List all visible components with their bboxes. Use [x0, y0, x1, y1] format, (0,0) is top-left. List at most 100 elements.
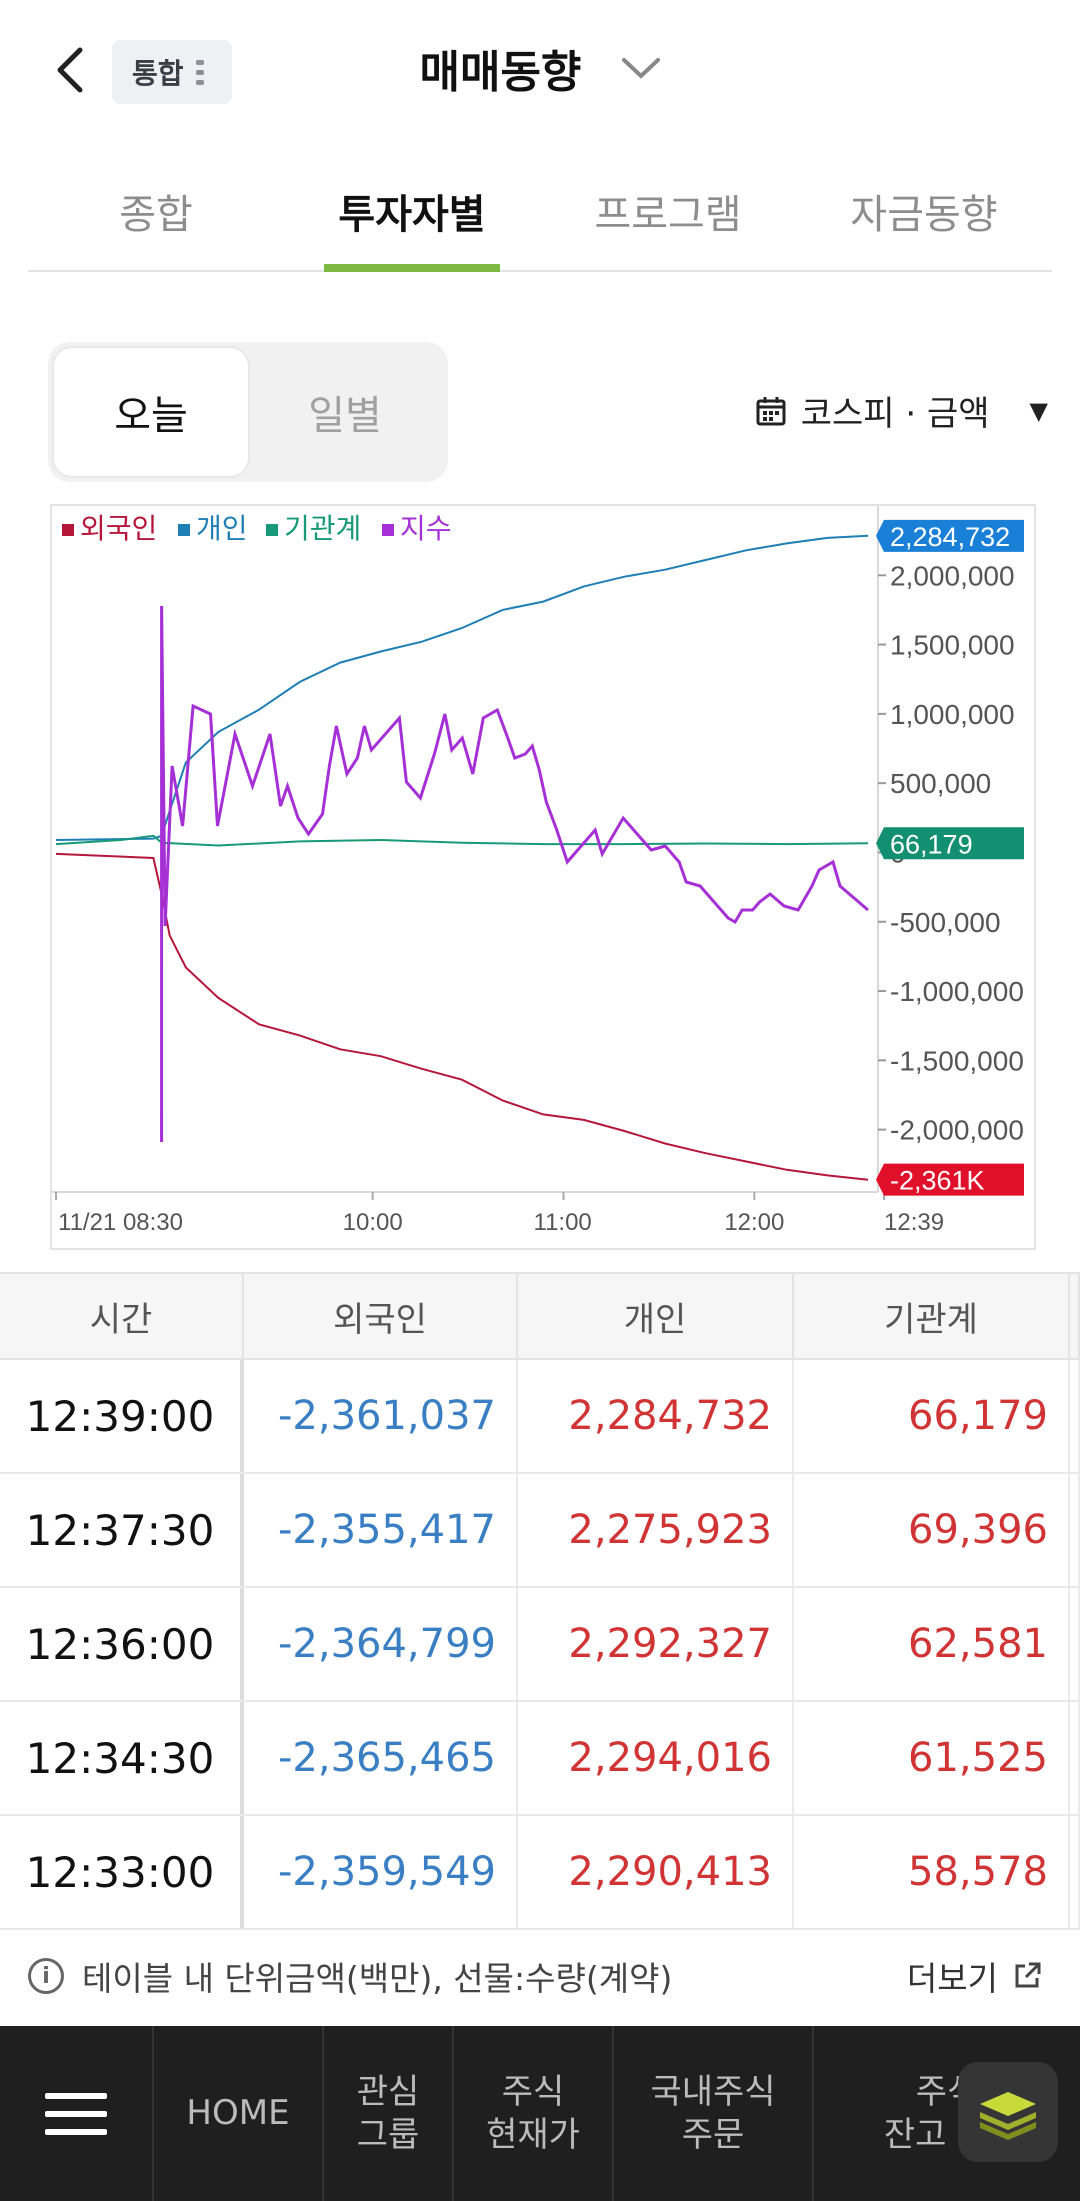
y-tick-label: -2,000,000: [890, 1115, 1024, 1146]
legend-swatch: [178, 524, 190, 536]
unit-note-text: 테이블 내 단위금액(백만), 선물:수량(계약): [82, 1959, 673, 1998]
header-individual: 개인: [518, 1274, 794, 1358]
hamburger-icon: [45, 2092, 107, 2135]
legend-swatch: [266, 524, 278, 536]
y-tick-label: 1,000,000: [890, 699, 1015, 730]
cell-time: 12:33:00: [0, 1816, 244, 1928]
cell-time: 12:37:30: [0, 1474, 244, 1586]
more-link[interactable]: 더보기: [907, 1926, 1042, 2026]
table-row[interactable]: 12:39:00 -2,361,037 2,284,732 66,179: [0, 1360, 1080, 1474]
segment-today[interactable]: 오늘: [54, 348, 248, 476]
back-button[interactable]: [44, 40, 94, 100]
nav-stock-price[interactable]: 주식 현재가: [454, 2026, 614, 2201]
market-selector[interactable]: 코스피 · 금액 ▼: [755, 386, 1048, 435]
badge-label: 통합: [132, 57, 184, 90]
segment-daily[interactable]: 일별: [308, 393, 382, 439]
cell-foreign: -2,355,417: [244, 1474, 518, 1586]
series-line-기관계: [55, 834, 869, 847]
nav-home[interactable]: HOME: [154, 2026, 324, 2201]
header-foreign: 외국인: [244, 1274, 518, 1358]
cell-institution: 69,396: [794, 1474, 1070, 1586]
table-row[interactable]: 12:37:30 -2,355,417 2,275,923 69,396: [0, 1474, 1080, 1588]
tab-overview[interactable]: 종합: [119, 192, 193, 238]
y-tick-label: 500,000: [890, 768, 991, 799]
legend-label: 개인: [196, 512, 248, 545]
legend-swatch: [382, 524, 394, 536]
calendar-icon: [756, 396, 786, 425]
cell-individual: 2,290,413: [518, 1816, 794, 1928]
layers-button[interactable]: [958, 2062, 1058, 2162]
cell-foreign: -2,359,549: [244, 1816, 518, 1928]
investor-flow-chart[interactable]: 2,000,0001,500,0001,000,000500,0000-500,…: [50, 504, 1036, 1250]
tab-by-investor[interactable]: 투자자별: [284, 160, 540, 272]
cell-foreign: -2,365,465: [244, 1702, 518, 1814]
drag-handle-icon: [195, 59, 204, 85]
header: 통합 매매동향: [0, 0, 1080, 150]
period-segment: 오늘 일별: [48, 342, 448, 482]
end-label-tag: [876, 1163, 1024, 1196]
cell-foreign: -2,364,799: [244, 1588, 518, 1700]
cell-overflow: [1070, 1702, 1080, 1814]
cell-overflow: [1070, 1474, 1080, 1586]
legend-label: 지수: [400, 512, 452, 545]
cell-overflow: [1070, 1816, 1080, 1928]
header-institution: 기관계: [794, 1274, 1070, 1358]
series-line-외국인: [55, 852, 869, 1181]
cell-institution: 58,578: [794, 1816, 1070, 1928]
cell-individual: 2,284,732: [518, 1360, 794, 1472]
table-row[interactable]: 12:33:00 -2,359,549 2,290,413 58,578: [0, 1816, 1080, 1930]
tab-bar: 종합 투자자별 프로그램 자금동향: [28, 160, 1052, 272]
end-label-tag: [876, 827, 1024, 860]
info-icon: i: [28, 1958, 64, 1994]
table-header: 시간 외국인 개인 기관계: [0, 1272, 1080, 1360]
nav-watch-group[interactable]: 관심 그룹: [324, 2026, 454, 2201]
legend-swatch: [62, 524, 74, 536]
layers-icon: [980, 2092, 1036, 2140]
header-overflow: [1070, 1274, 1080, 1358]
table-body: 12:39:00 -2,361,037 2,284,732 66,179 12:37:3…: [0, 1360, 1080, 1930]
x-tick-label: 11:00: [534, 1209, 592, 1236]
end-label-text: 66,179: [890, 829, 973, 859]
cell-overflow: [1070, 1588, 1080, 1700]
tab-program[interactable]: 프로그램: [594, 192, 742, 238]
legend-label: 기관계: [284, 512, 361, 545]
title-selector[interactable]: 매매동향: [0, 36, 1080, 100]
table-row[interactable]: 12:36:00 -2,364,799 2,292,327 62,581: [0, 1588, 1080, 1702]
cell-time: 12:36:00: [0, 1588, 244, 1700]
cell-time: 12:34:30: [0, 1702, 244, 1814]
unit-note: i 테이블 내 단위금액(백만), 선물:수량(계약) 더보기: [0, 1926, 1080, 2026]
x-tick-label: 12:00: [724, 1209, 784, 1236]
end-label-text: -2,361K: [890, 1166, 985, 1196]
chevron-down-icon: [621, 58, 660, 79]
cell-individual: 2,275,923: [518, 1474, 794, 1586]
menu-button[interactable]: [0, 2026, 154, 2201]
cell-individual: 2,294,016: [518, 1702, 794, 1814]
tab-fund-flow[interactable]: 자금동향: [850, 192, 998, 238]
integrated-badge[interactable]: 통합: [112, 40, 232, 104]
series-line-지수: [160, 605, 869, 1143]
cell-institution: 66,179: [794, 1360, 1070, 1472]
cell-institution: 61,525: [794, 1702, 1070, 1814]
cell-time: 12:39:00: [0, 1360, 244, 1472]
series-line-개인: [55, 534, 869, 841]
cell-overflow: [1070, 1360, 1080, 1472]
x-tick-label: 12:39: [884, 1209, 944, 1236]
cell-foreign: -2,361,037: [244, 1360, 518, 1472]
cell-individual: 2,292,327: [518, 1588, 794, 1700]
end-label-text: 2,284,732: [890, 522, 1010, 552]
market-selector-label: 코스피 · 금액: [800, 394, 990, 434]
end-label-tag: [876, 519, 1024, 552]
x-tick-label: 10:00: [343, 1209, 403, 1236]
header-time: 시간: [0, 1274, 244, 1358]
cell-institution: 62,581: [794, 1588, 1070, 1700]
nav-domestic-order[interactable]: 국내주식 주문: [614, 2026, 814, 2201]
y-tick-label: 2,000,000: [890, 560, 1015, 591]
dropdown-triangle-icon: ▼: [1029, 396, 1048, 425]
external-link-icon: [1015, 1962, 1041, 1988]
chevron-left-icon: [57, 47, 83, 93]
y-tick-label: -1,000,000: [890, 976, 1024, 1007]
table-row[interactable]: 12:34:30 -2,365,465 2,294,016 61,525: [0, 1702, 1080, 1816]
x-tick-label: 11/21 08:30: [58, 1209, 183, 1236]
y-tick-label: -500,000: [890, 907, 1001, 938]
page-title: 매매동향: [419, 47, 582, 98]
